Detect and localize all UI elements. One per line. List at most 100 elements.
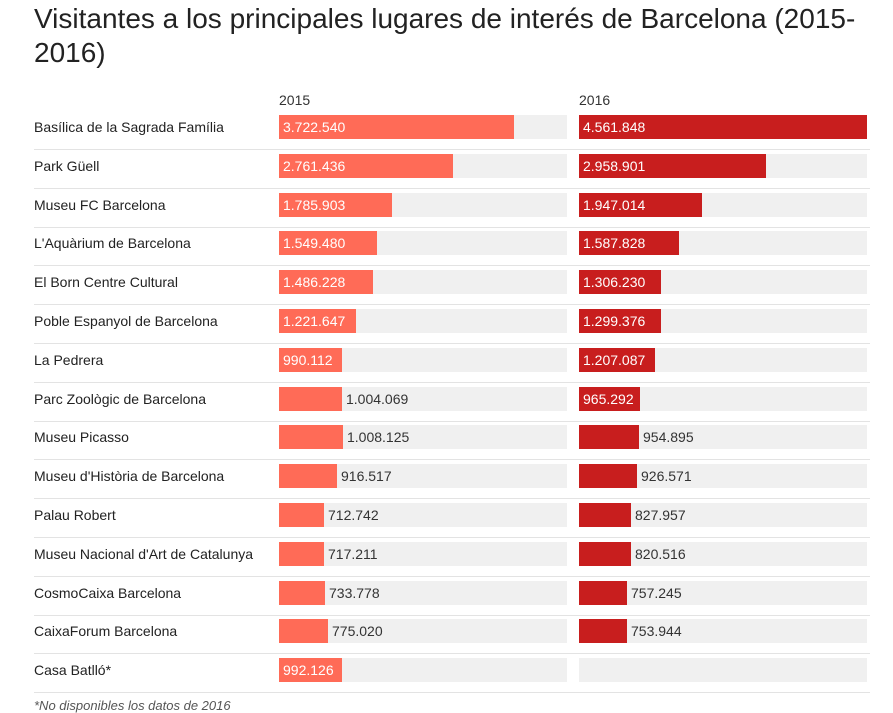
bar-2015: [279, 541, 324, 566]
data-label-2015: 1.008.125: [347, 429, 410, 446]
category-label: El Born Centre Cultural: [34, 274, 178, 291]
category-label: Museu Picasso: [34, 429, 129, 446]
data-label-2016: 4.561.848: [583, 119, 646, 135]
bar-2015: [279, 464, 337, 489]
data-label-2016: 827.957: [635, 507, 686, 523]
bar-2015: [279, 192, 392, 217]
bar-track-2016: 1.207.087: [579, 347, 867, 372]
bar-2016: [579, 464, 637, 489]
category-label: Palau Robert: [34, 507, 116, 523]
bar-2015: [279, 580, 325, 605]
bar-2015: [279, 153, 453, 178]
bar-2016: [579, 541, 631, 566]
bar-2015: [279, 115, 514, 139]
bar-2016: [579, 231, 679, 256]
data-label-2016: 1.947.014: [583, 196, 646, 213]
bar-track-2015: 1.785.903: [279, 192, 567, 217]
footnote: *No disponibles los datos de 2016: [34, 698, 231, 713]
bar-track-2016: 965.292: [579, 386, 867, 411]
bar-2015: [279, 658, 342, 683]
table-row: Museu Nacional d'Art de Catalunya 717.211…: [34, 537, 870, 577]
category-label: Park Güell: [34, 157, 100, 174]
table-row: Museu Picasso 1.008.125 954.895: [34, 420, 870, 461]
category-label: La Pedrera: [34, 351, 104, 368]
data-label-2016: 1.299.376: [583, 313, 646, 329]
data-label-2016: 1.306.230: [583, 274, 646, 291]
bar-track-2016: 1.947.014: [579, 192, 867, 217]
bar-track-2015: 712.742: [279, 503, 567, 527]
table-row: Parc Zoològic de Barcelona 1.004.069 965.2…: [34, 382, 870, 422]
bar-track-2015: 1.549.480: [279, 231, 567, 256]
category-label: CaixaForum Barcelona: [34, 623, 178, 640]
category-label: Museu FC Barcelona: [34, 196, 166, 213]
category-label: Basílica de la Sagrada Família: [34, 119, 224, 135]
bar-2016: [579, 386, 640, 411]
category-label: Poble Espanyol de Barcelona: [34, 313, 218, 329]
bar-track-2016: 757.245: [579, 580, 867, 605]
data-label-2016: 820.516: [635, 545, 686, 562]
data-label-2015: 1.549.480: [283, 235, 346, 252]
bar-track-2015: 717.211: [279, 541, 567, 566]
table-row: CosmoCaixa Barcelona 733.778 757.245: [34, 576, 870, 616]
bar-2015: [279, 347, 342, 372]
bar-2015: [279, 503, 324, 527]
bar-track-2015: 775.020: [279, 619, 567, 644]
bar-track-2016: 753.944: [579, 619, 867, 644]
data-label-2015: 2.761.436: [283, 157, 346, 174]
category-label: Parc Zoològic de Barcelona: [34, 390, 206, 407]
bar-track-2015: 992.126: [279, 658, 567, 683]
bar-track-2016: 820.516: [579, 541, 867, 566]
category-label: Museu Nacional d'Art de Catalunya: [34, 545, 254, 562]
category-label: L'Aquàrium de Barcelona: [34, 235, 191, 252]
data-label-2016: 954.895: [643, 429, 694, 446]
bar-2016: [579, 425, 639, 450]
bar-track-2016: 1.306.230: [579, 270, 867, 295]
bar-track-2015: 1.008.125: [279, 425, 567, 450]
bar-track-2015: 2.761.436: [279, 153, 567, 178]
data-label-2015: 992.126: [283, 662, 334, 679]
bar-2016: [579, 347, 655, 372]
table-row: Park Güell 2.761.436 2.958.901: [34, 149, 870, 189]
data-label-2015: 1.785.903: [283, 196, 346, 213]
data-label-2016: 757.245: [631, 584, 682, 601]
column-header-2015: 2015: [279, 92, 311, 108]
bar-track-2015: 733.778: [279, 580, 567, 605]
data-label-2015: 712.742: [328, 507, 379, 523]
bar-track-2016: 926.571: [579, 464, 867, 489]
bar-track-2016: 1.587.828: [579, 231, 867, 256]
data-label-2016: 2.958.901: [583, 157, 646, 174]
bar-track-2015: 1.004.069: [279, 386, 567, 411]
bar-2015: [279, 231, 377, 256]
table-row: L'Aquàrium de Barcelona 1.549.480 1.587.82…: [34, 226, 870, 267]
table-row: El Born Centre Cultural 1.486.228 1.306.23…: [34, 265, 870, 306]
column-header-2016: 2016: [579, 92, 611, 108]
bar-track-2015: 916.517: [279, 464, 567, 489]
data-label-2015: 1.221.647: [283, 313, 346, 329]
category-label: Museu d'Història de Barcelona: [34, 468, 225, 485]
bar-2015: [279, 619, 328, 644]
category-label: Casa Batlló*: [34, 662, 112, 679]
data-label-2015: 775.020: [332, 623, 383, 640]
bar-2016: [579, 115, 867, 139]
table-row: Poble Espanyol de Barcelona 1.221.647 1.29…: [34, 304, 870, 344]
bar-track-2016: 1.299.376: [579, 309, 867, 333]
bar-2016: [579, 153, 766, 178]
data-label-2015: 733.778: [329, 584, 380, 601]
bar-track-2015: 1.486.228: [279, 270, 567, 295]
bar-track-2016: 827.957: [579, 503, 867, 527]
bar-track-2016: 4.561.848: [579, 115, 867, 139]
bar-2016: [579, 580, 627, 605]
bar-2015: [279, 386, 342, 411]
table-row: CaixaForum Barcelona 775.020 753.944: [34, 614, 870, 655]
bar-2016: [579, 503, 631, 527]
data-label-2016: 1.207.087: [583, 351, 646, 368]
table-row: Casa Batlló* 992.126: [34, 653, 870, 694]
data-label-2015: 1.004.069: [346, 390, 409, 407]
bar-2016: [579, 619, 627, 644]
table-row: Museu d'Història de Barcelona 916.517 926.…: [34, 459, 870, 500]
bar-track-2015: 1.221.647: [279, 309, 567, 333]
data-label-2015: 3.722.540: [283, 119, 346, 135]
data-label-2015: 1.486.228: [283, 274, 346, 291]
data-label-2015: 916.517: [341, 468, 392, 485]
